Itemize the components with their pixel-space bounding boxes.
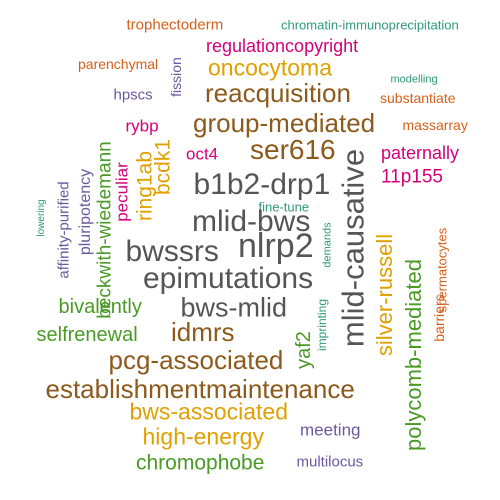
word-fine-tune: fine-tune <box>258 199 310 215</box>
word-modelling: modelling <box>390 73 438 86</box>
word-barriers: barriers <box>431 294 448 342</box>
word-establishmentmaintenance: establishmentmaintenance <box>45 374 355 404</box>
word-epimutations: epimutations <box>143 262 314 295</box>
word-paternally: paternally <box>381 143 460 163</box>
word-silver-russell: silver-russell <box>372 233 398 357</box>
word-meeting: meeting <box>300 420 361 440</box>
word-yaf2: yaf2 <box>292 331 315 369</box>
word-oct4: oct4 <box>186 144 219 164</box>
word-multilocus: multilocus <box>296 453 364 471</box>
word-demands: demands <box>321 222 334 268</box>
word-ser616: ser616 <box>250 134 336 165</box>
word-pluripotency: pluripotency <box>77 168 95 256</box>
word-11p155: 11p155 <box>381 166 443 188</box>
word-b1b2-drp1: b1b2-drp1 <box>193 168 331 201</box>
word-massarray: massarray <box>402 117 468 133</box>
word-selfrenewal: selfrenewal <box>36 324 138 346</box>
word-reacquisition: reacquisition <box>205 78 351 108</box>
word-chromophobe: chromophobe <box>136 451 265 475</box>
word-chromatin-immunoprecipitation: chromatin-immunoprecipitation <box>281 17 459 33</box>
word-polycomb-mediated: polycomb-mediated <box>400 259 426 451</box>
word-rybp: rybp <box>125 116 159 136</box>
word-imprinting: imprinting <box>315 298 330 352</box>
word-pcg-associated: pcg-associated <box>108 345 284 375</box>
word-bwssrs: bwssrs <box>125 235 219 268</box>
word-substantiate: substantiate <box>380 90 456 106</box>
word-oncocytoma: oncocytoma <box>208 54 333 81</box>
word-group-mediated: group-mediated <box>193 108 376 138</box>
word-bws-mlid: bws-mlid <box>180 292 288 323</box>
word-affinity-purified: affinity-purified <box>55 181 73 279</box>
word-peculiar: peculiar <box>112 162 132 222</box>
word-trophectoderm: trophectoderm <box>126 16 224 34</box>
word-bcdk1: bcdk1 <box>151 138 175 196</box>
word-hpscs: hpscs <box>113 86 153 104</box>
word-high-energy: high-energy <box>142 423 264 450</box>
word-nlrp2: nlrp2 <box>238 227 314 265</box>
word-mlid-causative: mlid-causative <box>335 148 371 348</box>
word-parenchymal: parenchymal <box>78 56 159 72</box>
word-bivalently: bivalently <box>58 296 142 318</box>
word-regulationcopyright: regulationcopyright <box>206 36 359 56</box>
word-bws-associated: bws-associated <box>129 398 289 425</box>
word-fission: fission <box>167 57 184 97</box>
word-mlid-bws: mlid-bws <box>192 205 311 238</box>
word-lowering: lowering <box>36 199 48 237</box>
word-idmrs: idmrs <box>171 317 235 347</box>
